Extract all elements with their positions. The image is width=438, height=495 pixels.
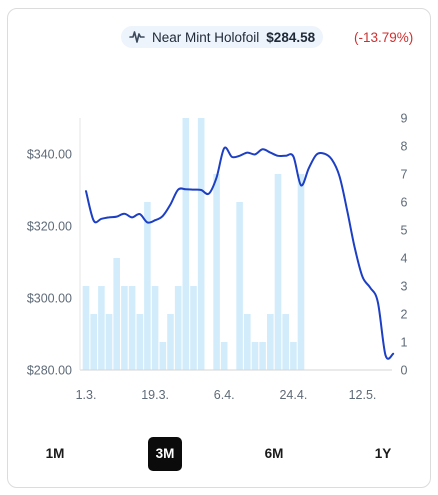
volume-bar: [151, 286, 159, 370]
volume-bar: [236, 202, 243, 370]
range-1m-button[interactable]: 1M: [45, 446, 65, 461]
range-1y-button[interactable]: 1Y: [374, 446, 392, 461]
volume-tick-label: 8: [401, 140, 408, 154]
volume-bar: [267, 314, 274, 370]
variant-pill[interactable]: Near Mint Holofoil $284.58: [121, 26, 324, 48]
volume-bar: [251, 342, 259, 370]
date-tick-label: 24.4.: [279, 388, 307, 402]
volume-tick-label: 1: [401, 336, 408, 350]
volume-tick-label: 6: [401, 196, 408, 210]
volume-tick-label: 3: [401, 280, 408, 294]
price-tick-label: $280.00: [27, 364, 72, 378]
volume-bar: [90, 314, 97, 370]
current-price: $284.58: [266, 29, 316, 45]
volume-bar: [113, 258, 120, 370]
volume-bar: [274, 174, 282, 370]
price-tick-label: $300.00: [27, 292, 72, 306]
volume-bar: [144, 202, 151, 370]
price-change: (-13.79%): [354, 30, 414, 45]
volume-bar: [290, 342, 297, 370]
volume-bar: [297, 174, 305, 370]
price-line: [85, 146, 395, 360]
volume-bar: [174, 286, 182, 370]
volume-tick-label: 4: [401, 252, 408, 266]
price-tick-label: $320.00: [27, 220, 72, 234]
volume-bar: [167, 314, 174, 370]
volume-tick-label: 0: [401, 364, 408, 378]
volume-bar: [244, 314, 251, 370]
range-selector: 1M 3M 6M 1Y: [7, 437, 431, 473]
volume-tick-label: 2: [401, 308, 408, 322]
volume-bar: [220, 342, 228, 370]
volume-bar: [105, 314, 113, 370]
range-3m-button[interactable]: 3M: [148, 437, 182, 471]
volume-bar: [128, 286, 136, 370]
variant-name: Near Mint Holofoil: [152, 29, 260, 45]
volume-bar: [98, 286, 105, 370]
date-tick-label: 1.3.: [76, 388, 97, 402]
volume-bar: [82, 286, 90, 370]
date-tick-label: 19.3.: [141, 388, 169, 402]
volume-bar: [182, 118, 190, 370]
volume-bar: [282, 314, 289, 370]
volume-tick-label: 5: [401, 224, 408, 238]
volume-bar: [136, 314, 144, 370]
volume-bar: [190, 286, 197, 370]
range-6m-button[interactable]: 6M: [264, 446, 284, 461]
volume-bar: [197, 118, 205, 370]
pulse-icon: [129, 31, 145, 43]
volume-tick-label: 7: [401, 168, 408, 182]
price-tick-label: $340.00: [27, 148, 72, 162]
date-tick-label: 12.5.: [349, 388, 377, 402]
date-tick-label: 6.4.: [214, 388, 235, 402]
volume-bar: [259, 342, 266, 370]
volume-bar: [121, 286, 128, 370]
volume-bar: [159, 342, 167, 370]
volume-bar: [213, 174, 220, 370]
volume-tick-label: 9: [401, 112, 408, 126]
